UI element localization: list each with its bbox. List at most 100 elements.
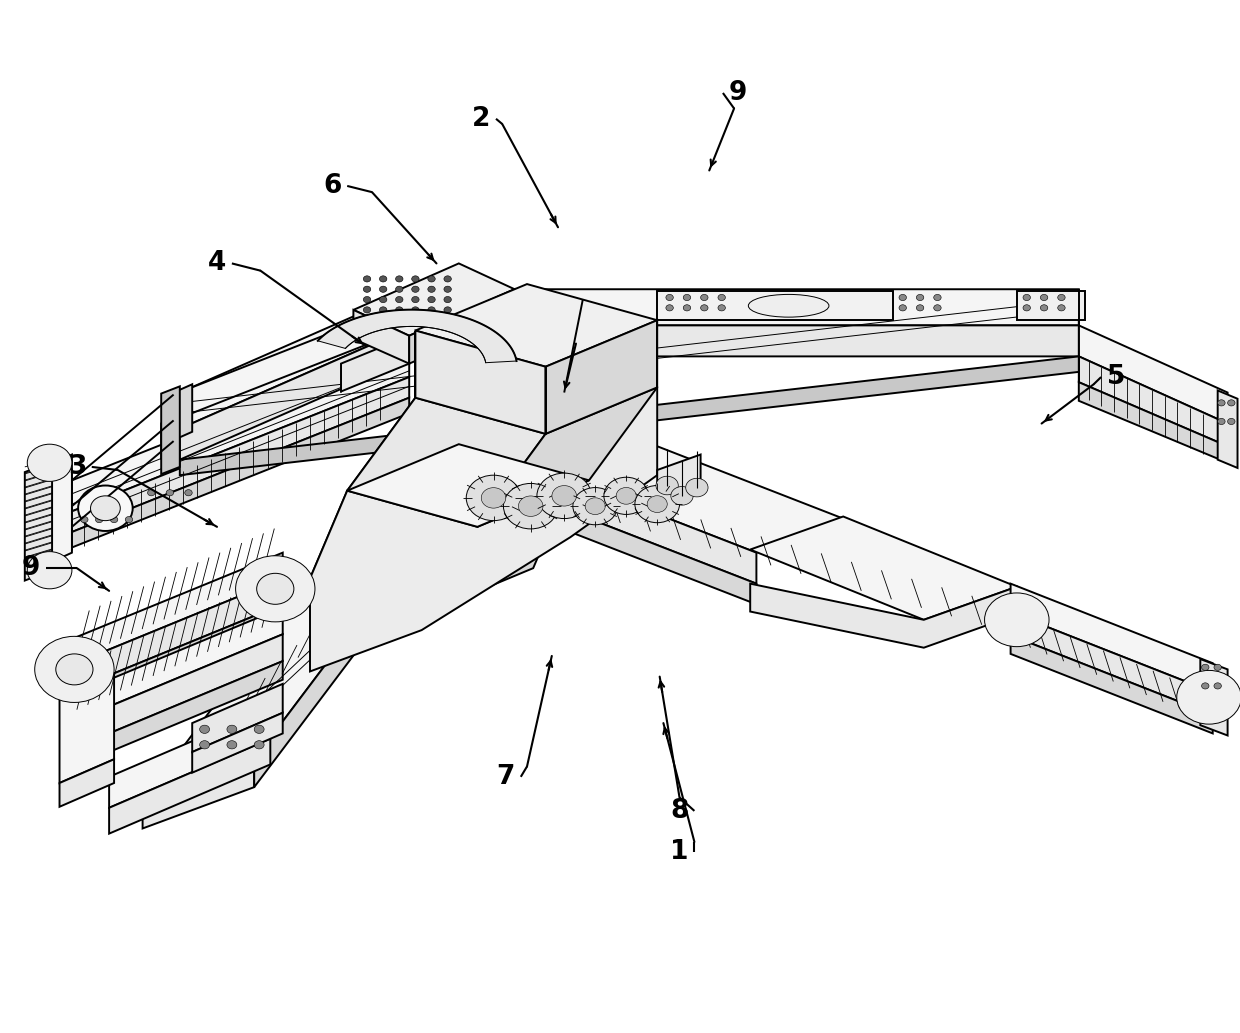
Polygon shape	[72, 398, 409, 547]
Polygon shape	[310, 331, 657, 671]
Circle shape	[444, 307, 451, 313]
Circle shape	[1202, 683, 1209, 689]
Polygon shape	[477, 387, 657, 527]
Circle shape	[1202, 664, 1209, 670]
Circle shape	[81, 516, 88, 523]
Circle shape	[379, 307, 387, 313]
Polygon shape	[353, 263, 515, 336]
Circle shape	[683, 305, 691, 311]
Polygon shape	[570, 446, 843, 553]
Polygon shape	[68, 578, 283, 692]
Circle shape	[1214, 683, 1221, 689]
Polygon shape	[72, 377, 409, 532]
Circle shape	[428, 276, 435, 282]
Polygon shape	[192, 684, 283, 752]
Circle shape	[985, 593, 1049, 647]
Circle shape	[396, 307, 403, 313]
Circle shape	[200, 725, 210, 733]
Circle shape	[718, 305, 725, 311]
Polygon shape	[254, 537, 422, 787]
Polygon shape	[1017, 291, 1085, 320]
Circle shape	[466, 475, 521, 521]
Circle shape	[1040, 305, 1048, 311]
Circle shape	[412, 276, 419, 282]
Circle shape	[518, 496, 543, 516]
Polygon shape	[657, 455, 701, 501]
Circle shape	[686, 478, 708, 497]
Circle shape	[1218, 400, 1225, 406]
Circle shape	[1218, 418, 1225, 425]
Circle shape	[656, 476, 678, 495]
Polygon shape	[109, 739, 270, 834]
Polygon shape	[570, 480, 756, 584]
Circle shape	[1023, 305, 1030, 311]
Text: 6: 6	[324, 173, 341, 199]
Circle shape	[916, 294, 924, 301]
Circle shape	[934, 305, 941, 311]
Circle shape	[379, 276, 387, 282]
Polygon shape	[353, 310, 409, 364]
Circle shape	[254, 725, 264, 733]
Circle shape	[552, 486, 577, 506]
Circle shape	[396, 276, 403, 282]
Circle shape	[1058, 305, 1065, 311]
Polygon shape	[1079, 325, 1228, 424]
Circle shape	[95, 516, 103, 523]
Circle shape	[635, 486, 680, 523]
Circle shape	[1214, 664, 1221, 670]
Circle shape	[27, 444, 72, 481]
Text: 3: 3	[68, 453, 86, 480]
Circle shape	[934, 294, 941, 301]
Circle shape	[125, 516, 133, 523]
Circle shape	[1228, 418, 1235, 425]
Circle shape	[444, 276, 451, 282]
Circle shape	[666, 305, 673, 311]
Circle shape	[227, 741, 237, 749]
Polygon shape	[415, 331, 546, 434]
Polygon shape	[68, 553, 283, 666]
Circle shape	[363, 286, 371, 292]
Circle shape	[428, 307, 435, 313]
Circle shape	[412, 296, 419, 303]
Polygon shape	[415, 284, 657, 367]
Polygon shape	[50, 455, 72, 563]
Polygon shape	[422, 480, 570, 615]
Circle shape	[185, 490, 192, 496]
Circle shape	[1040, 294, 1048, 301]
Polygon shape	[60, 674, 114, 783]
Circle shape	[227, 725, 237, 733]
Text: 8: 8	[671, 797, 688, 824]
Polygon shape	[174, 384, 192, 440]
Circle shape	[166, 490, 174, 496]
Text: 7: 7	[497, 763, 515, 790]
Circle shape	[379, 296, 387, 303]
Circle shape	[1177, 670, 1240, 724]
Polygon shape	[1218, 390, 1238, 468]
Circle shape	[481, 488, 506, 508]
Circle shape	[701, 305, 708, 311]
Polygon shape	[72, 346, 409, 511]
Text: 2: 2	[472, 105, 490, 132]
Polygon shape	[60, 759, 114, 807]
Text: 1: 1	[671, 839, 688, 866]
Circle shape	[616, 488, 636, 504]
Polygon shape	[341, 336, 409, 392]
Circle shape	[56, 654, 93, 685]
Polygon shape	[347, 444, 589, 527]
Text: 9: 9	[729, 80, 746, 106]
Circle shape	[363, 296, 371, 303]
Text: 4: 4	[208, 250, 226, 277]
Circle shape	[671, 487, 693, 505]
Circle shape	[604, 477, 649, 514]
Polygon shape	[1200, 659, 1228, 735]
Polygon shape	[657, 291, 893, 320]
Polygon shape	[1011, 613, 1213, 715]
Circle shape	[379, 286, 387, 292]
Polygon shape	[192, 713, 283, 773]
Circle shape	[916, 305, 924, 311]
Circle shape	[27, 552, 72, 589]
Circle shape	[899, 305, 906, 311]
Circle shape	[899, 294, 906, 301]
Polygon shape	[409, 289, 515, 364]
Text: 9: 9	[22, 555, 40, 582]
